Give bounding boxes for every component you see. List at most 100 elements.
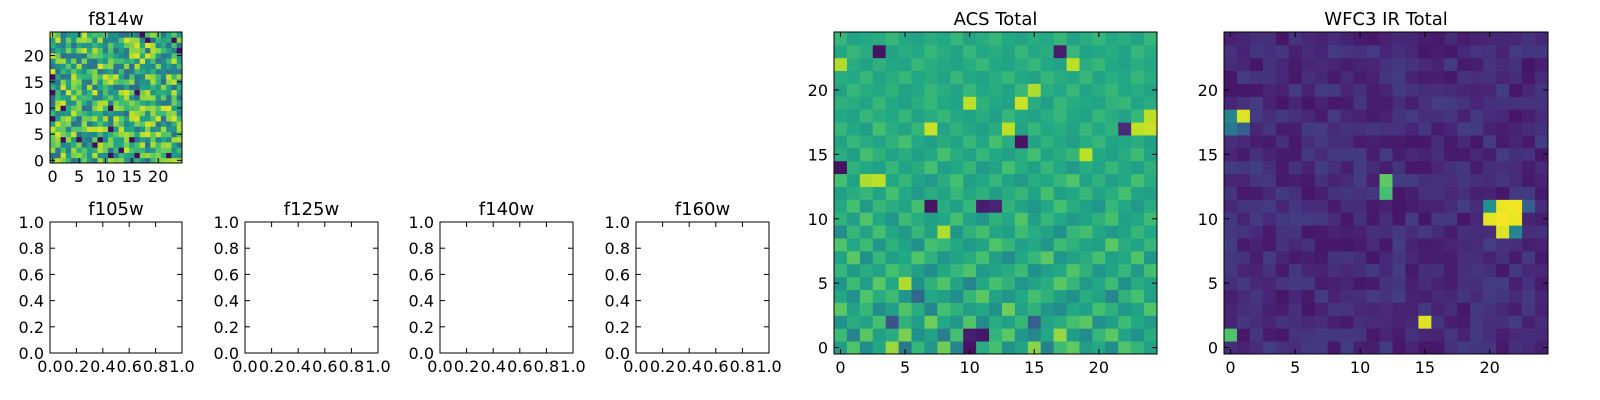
acs_total-cell (1040, 341, 1055, 355)
acs_total-cell (1118, 250, 1132, 265)
f814w-cell (97, 142, 104, 148)
wfc3_ir_total-cell (1535, 32, 1549, 46)
wfc3_ir_total-cell (1340, 70, 1354, 84)
f814w-cell (71, 147, 77, 153)
acs_total-cell (911, 96, 925, 110)
acs_total-cell (1092, 263, 1106, 278)
acs_total-cell (1066, 57, 1080, 72)
wfc3_ir_total-cell (1275, 135, 1290, 149)
acs_total-cell (1053, 341, 1067, 355)
acs_total-cell (976, 238, 990, 252)
wfc3_ir_total-cell (1236, 83, 1251, 97)
f814w-cell (150, 79, 156, 85)
f814w-cell (97, 100, 104, 106)
acs_total-axes-frame (833, 31, 1158, 355)
f814w-cell (60, 37, 67, 43)
f140w-ytick-label: 0.2 (409, 318, 434, 337)
f814w-cell (123, 121, 130, 127)
f814w-cell (134, 37, 141, 43)
f814w-cell (155, 37, 162, 43)
f814w-cell (108, 73, 114, 80)
f814w-cell (171, 152, 178, 159)
acs_total-cell (1131, 70, 1145, 84)
wfc3_ir_total-cell (1301, 109, 1316, 123)
f814w-cell (102, 121, 109, 127)
acs_total-cell (859, 135, 874, 149)
f814w-cell (86, 47, 93, 54)
wfc3_ir_total-cell (1535, 289, 1549, 303)
wfc3_ir_total-cell (1470, 83, 1484, 97)
acs_total-cell (1066, 186, 1080, 200)
f140w-xtick-label: 0.0 (427, 357, 452, 376)
acs_total-cell (950, 199, 964, 213)
acs_total-cell (859, 160, 874, 175)
acs_total-cell (1027, 57, 1042, 72)
f814w-cell (123, 100, 130, 106)
f814w-cell (76, 152, 83, 159)
acs_total-cell (911, 83, 925, 97)
wfc3_ir_total-cell (1431, 186, 1445, 200)
acs_total-cell (976, 57, 990, 72)
f814w-cell (50, 147, 56, 153)
acs_total-cell (859, 147, 874, 162)
wfc3_ir_total-cell (1236, 122, 1251, 136)
acs_total-cell (976, 276, 990, 290)
wfc3_ir_total-cell (1470, 122, 1484, 136)
f814w-cell (60, 152, 67, 159)
acs_total-cell (911, 135, 925, 149)
wfc3_ir_total-cell (1431, 263, 1445, 278)
acs_total-cell (1027, 341, 1042, 355)
f814w-cell (123, 58, 130, 64)
wfc3_ir_total-cell (1224, 83, 1238, 97)
f814w-cell (113, 42, 120, 49)
f814w-cell (123, 147, 130, 153)
acs_total-cell (1079, 109, 1093, 123)
wfc3_ir_total-cell (1496, 135, 1510, 149)
wfc3_ir_total-cell (1535, 315, 1549, 329)
f814w-cell (81, 37, 88, 43)
f814w-cell (50, 84, 56, 91)
acs_total-cell (1131, 250, 1145, 265)
f814w-cell (139, 126, 146, 132)
acs_total-cell (1105, 250, 1119, 265)
acs_total-cell (989, 109, 1003, 123)
wfc3_ir_total-cell (1288, 212, 1303, 226)
f814w-cell (123, 115, 130, 122)
acs_total-cell (924, 263, 938, 278)
f814w-cell (139, 136, 146, 143)
acs_total-cell (950, 238, 964, 252)
wfc3_ir_total-cell (1288, 109, 1303, 123)
f125w-xtick-label: 0.4 (285, 357, 310, 376)
acs_total-cell (911, 212, 925, 226)
wfc3_ir_total-cell (1535, 341, 1549, 355)
acs_total-cell (1118, 135, 1132, 149)
f814w-cell (113, 131, 120, 138)
wfc3_ir_total-cell (1262, 83, 1277, 97)
wfc3_ir_total-xtick-label: 5 (1290, 358, 1300, 377)
acs_total-cell (898, 57, 912, 72)
f814w-cell (160, 131, 167, 138)
acs_total-cell (963, 186, 977, 200)
wfc3_ir_total-cell (1457, 44, 1471, 59)
acs_total-cell (834, 70, 848, 84)
wfc3_ir_total-cell (1457, 263, 1471, 278)
acs_total-cell (1092, 341, 1106, 355)
wfc3_ir_total-cell (1262, 238, 1277, 252)
acs_total-cell (898, 289, 912, 303)
wfc3_ir_total-cell (1288, 32, 1303, 46)
f814w-cell (92, 32, 98, 38)
wfc3_ir_total-cell (1379, 212, 1393, 226)
wfc3_ir_total-cell (1353, 109, 1367, 123)
wfc3_ir_total-cell (1224, 238, 1238, 252)
wfc3_ir_total-cell (1288, 160, 1303, 175)
f125w-xtick-label: 1.0 (365, 357, 390, 376)
acs_total-cell (1053, 160, 1067, 175)
f814w-cell (150, 32, 156, 38)
f814w-cell (65, 52, 72, 59)
acs_total-cell (1027, 238, 1042, 252)
f814w-cell (102, 63, 109, 70)
wfc3_ir_total-cell (1509, 341, 1523, 355)
wfc3_ir_total-cell (1262, 96, 1277, 110)
f814w-cell (113, 100, 120, 106)
f160w-xtick-label: 0.8 (730, 357, 755, 376)
